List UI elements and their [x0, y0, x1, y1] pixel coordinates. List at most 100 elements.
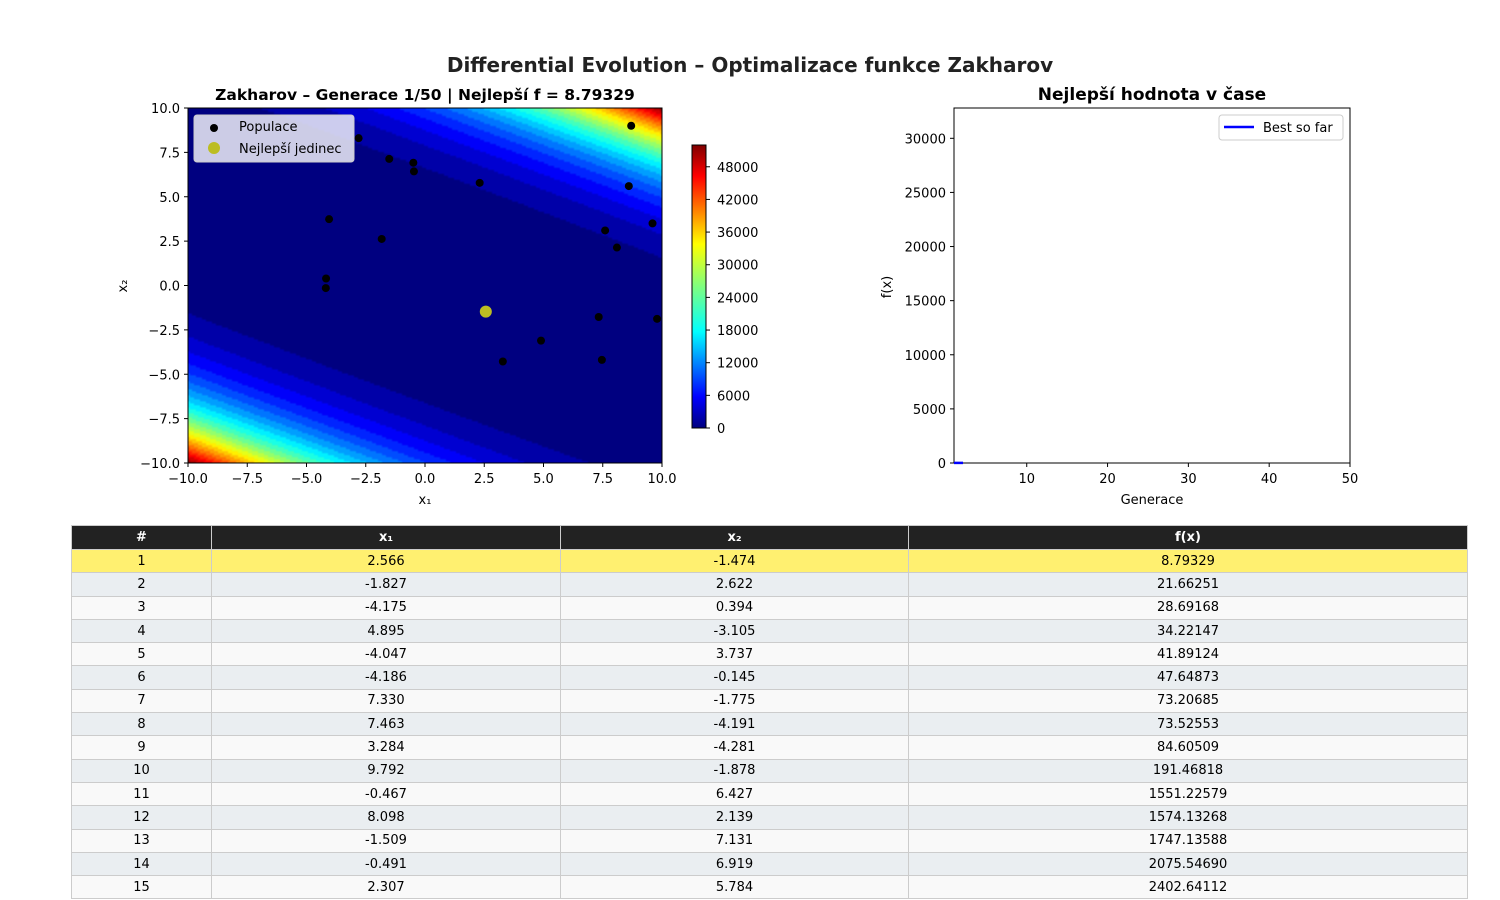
colorbar-tick-label: 0 [717, 422, 725, 437]
y-tick-label: −10.0 [140, 457, 180, 472]
table-cell: 47.64873 [908, 665, 1468, 690]
column-header: x₁ [211, 525, 561, 550]
table-cell: 12 [71, 805, 212, 830]
population-point [594, 313, 603, 322]
x-tick-label: −5.0 [291, 472, 323, 487]
table-cell: -0.145 [560, 665, 909, 690]
x-tick-label: 10.0 [648, 472, 677, 487]
table-row: 5 -4.047 3.737 41.89124 [71, 642, 1468, 667]
y-tick-label: 25000 [905, 186, 946, 201]
y-tick-label: 5.0 [159, 191, 180, 206]
table-cell: 2.622 [560, 572, 909, 597]
table-cell: -1.878 [560, 758, 909, 783]
table-cell: -1.474 [560, 548, 909, 574]
table-cell: 0.394 [560, 595, 909, 620]
table-row: 7 7.330 -1.775 73.20685 [71, 688, 1468, 714]
table-cell: -4.191 [560, 712, 909, 737]
table-row: 15 2.307 5.784 2402.64112 [71, 875, 1468, 900]
population-point [321, 284, 330, 293]
contour-plot: −10.0 −7.5 −5.0 −2.5 0.0 2.5 5.0 7.5 10.0 −10.0−… [116, 102, 676, 508]
population-table: # x₁ x₂ f(x) 1 2.566 -1.474 8.79329 2 -1.827 2… [71, 525, 1468, 900]
colorbar-tick-label: 24000 [717, 291, 758, 306]
table-cell: 3.737 [560, 642, 909, 667]
table-cell: 2402.64112 [908, 875, 1468, 900]
population-point [627, 121, 636, 130]
table-cell: 5 [71, 642, 212, 667]
population-point [597, 355, 606, 364]
table-cell: 2 [71, 572, 212, 597]
colorbar: 0 6000 12000 18000 24000 30000 36000 42000 48000 [691, 144, 758, 437]
table-cell: 9 [71, 735, 212, 760]
x-tick-label: 7.5 [592, 472, 613, 487]
table-cell: 8.79329 [908, 548, 1468, 574]
contour-heatmap [188, 108, 662, 463]
table-cell: 6.427 [560, 781, 909, 807]
x-tick-label: 40 [1261, 472, 1278, 487]
table-cell: 2.307 [211, 875, 561, 900]
population-point [354, 134, 363, 143]
table-cell: -4.047 [211, 642, 561, 667]
x-tick-label: 0.0 [415, 472, 436, 487]
legend-best-label: Nejlepší jedinec [239, 142, 342, 157]
table-cell: 28.69168 [908, 595, 1468, 620]
table-cell: -4.186 [211, 665, 561, 690]
table-cell: 4.895 [211, 618, 561, 644]
table-cell: -0.491 [211, 851, 561, 877]
colorbar-tick-label: 42000 [717, 193, 758, 208]
x-tick-label: 5.0 [533, 472, 554, 487]
population-point [498, 357, 507, 366]
line-plot-title: Nejlepší hodnota v čase [1038, 85, 1266, 105]
colorbar-tick-label: 18000 [717, 324, 758, 339]
table-cell: -4.175 [211, 595, 561, 620]
y-tick-label: −5.0 [148, 368, 180, 383]
table-cell: 5.784 [560, 875, 909, 900]
legend-population-marker [210, 124, 218, 132]
line-y-axis-label: f(x) [880, 276, 895, 298]
contour-x-ticks: −10.0 −7.5 −5.0 −2.5 0.0 2.5 5.0 7.5 10.0 [168, 463, 676, 487]
table-cell: 15 [71, 875, 212, 900]
population-point [624, 182, 633, 191]
table-row: 10 9.792 -1.878 191.46818 [71, 758, 1468, 783]
contour-legend-box [193, 114, 355, 163]
figure-title: Differential Evolution – Optimalizace fu… [447, 53, 1053, 77]
table-cell: -1.827 [211, 572, 561, 597]
figure-canvas: Differential Evolution – Optimalizace fu… [116, 53, 1359, 508]
y-tick-label: 7.5 [159, 146, 180, 161]
table-cell: 11 [71, 781, 212, 807]
table-cell: 7 [71, 688, 212, 714]
table-row: 8 7.463 -4.191 73.52553 [71, 712, 1468, 737]
y-tick-label: 0 [938, 457, 946, 472]
table-cell: 1 [71, 548, 212, 574]
contour-y-axis-label: x₂ [116, 280, 131, 293]
table-cell: 2.566 [211, 548, 561, 574]
y-tick-label: 10.0 [151, 102, 180, 117]
y-tick-label: 2.5 [159, 235, 180, 250]
table-cell: 2.139 [560, 805, 909, 830]
x-tick-label: 50 [1342, 472, 1359, 487]
x-tick-label: −7.5 [231, 472, 263, 487]
colorbar-tick-label: 30000 [717, 259, 758, 274]
table-cell: 2075.54690 [908, 851, 1468, 877]
colorbar-ticks: 0 6000 12000 18000 24000 30000 36000 42000 48000 [706, 161, 758, 437]
line-legend-box [1218, 114, 1344, 141]
population-point [601, 226, 610, 235]
table-cell: 13 [71, 828, 212, 853]
line-legend: Best so far [1218, 114, 1344, 141]
table-cell: -3.105 [560, 618, 909, 644]
population-point [325, 215, 334, 224]
y-tick-label: −7.5 [148, 413, 180, 428]
table-row: 2 -1.827 2.622 21.66251 [71, 572, 1468, 597]
table-row: 9 3.284 -4.281 84.60509 [71, 735, 1468, 760]
colorbar-tick-label: 48000 [717, 161, 758, 176]
table-cell: 8.098 [211, 805, 561, 830]
colorbar-tick-label: 6000 [717, 389, 750, 404]
table-row: 3 -4.175 0.394 28.69168 [71, 595, 1468, 620]
population-point [322, 274, 331, 283]
colorbar-tick-label: 36000 [717, 226, 758, 241]
table-cell: 1574.13268 [908, 805, 1468, 830]
population-point [409, 158, 418, 167]
population-point [612, 243, 621, 252]
legend-best-marker [208, 142, 220, 154]
y-tick-label: 0.0 [159, 280, 180, 295]
table-cell: 41.89124 [908, 642, 1468, 667]
